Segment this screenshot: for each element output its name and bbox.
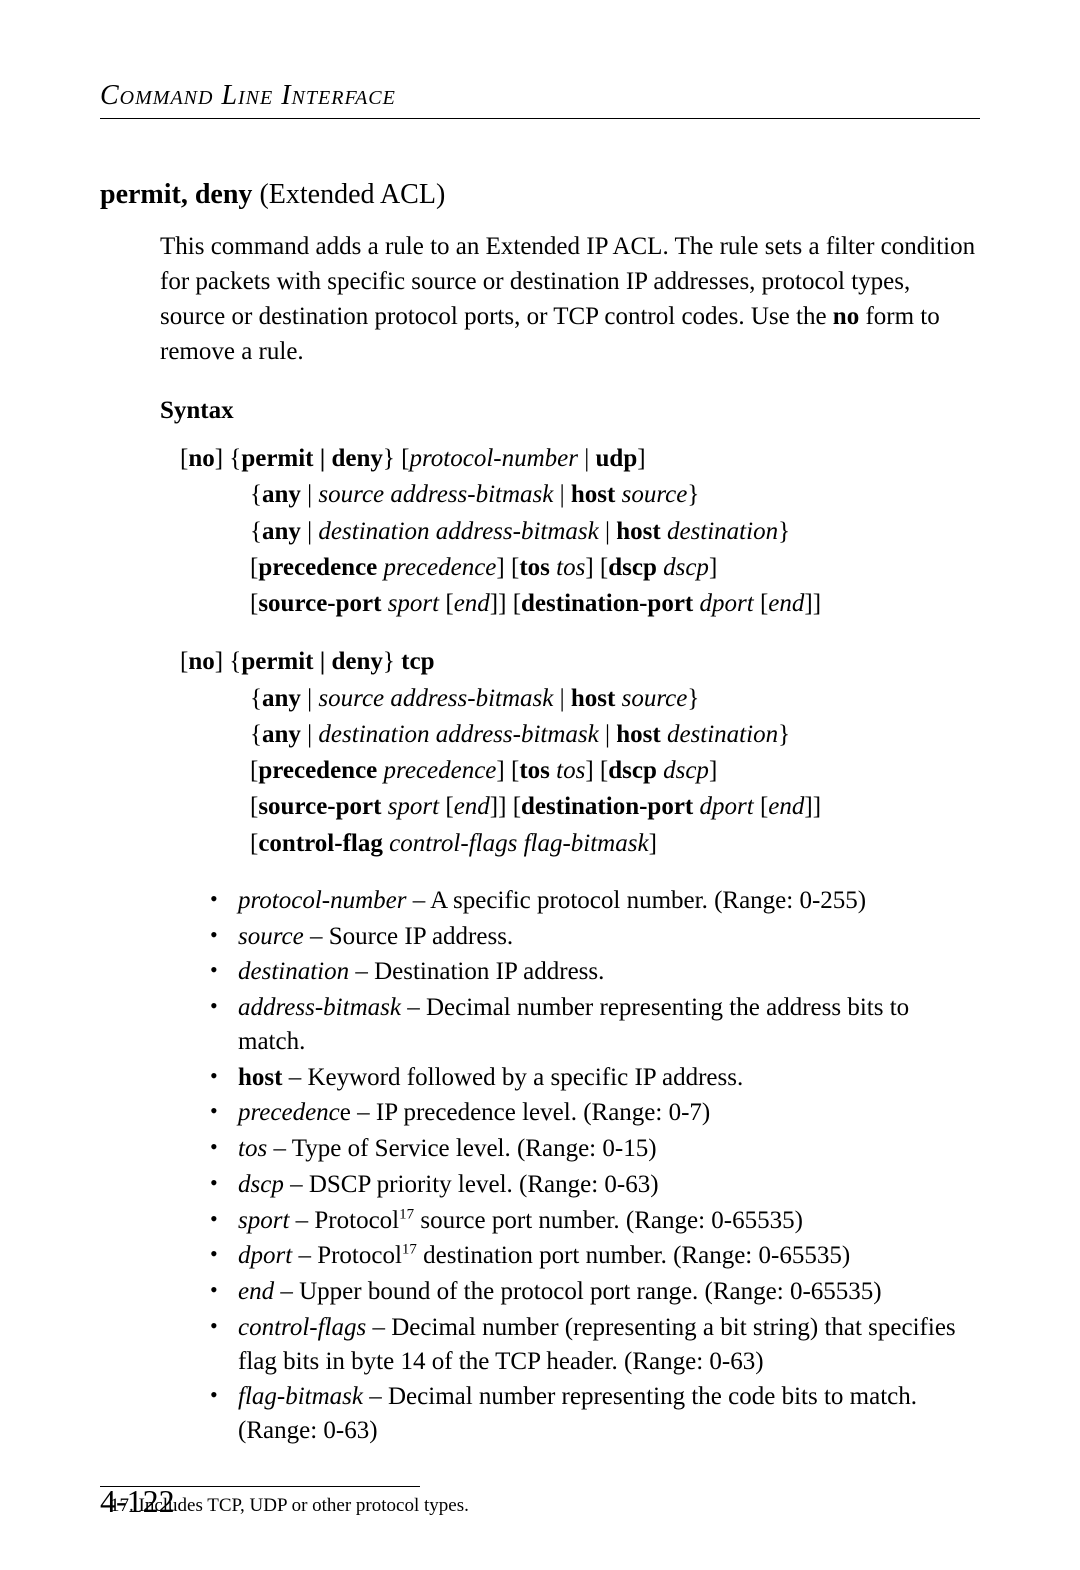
parameter-item: dscp – DSCP priority level. (Range: 0-63…	[210, 1168, 980, 1202]
footnote: 17. Includes TCP, UDP or other protocol …	[110, 1495, 980, 1517]
syntax-heading: Syntax	[160, 397, 980, 425]
syntax-line: {any | source address-bitmask | host sou…	[180, 681, 980, 717]
syntax-line: [control-flag control-flags flag-bitmask…	[180, 826, 980, 862]
intro-paragraph: This command adds a rule to an Extended …	[160, 229, 980, 369]
parameter-term: tos	[238, 1135, 267, 1162]
page-header: Command Line Interface	[100, 80, 980, 119]
footnote-ref: 17	[399, 1206, 414, 1222]
parameter-term-suffix: e	[340, 1099, 351, 1126]
parameter-desc: destination port number. (Range: 0-65535…	[417, 1242, 850, 1269]
syntax-block-1: [no] {permit | deny} [protocol-number | …	[180, 441, 980, 622]
parameter-desc: – Source IP address.	[304, 923, 513, 950]
syntax-line: [source-port sport [end]] [destination-p…	[180, 586, 980, 622]
syntax-line: {any | destination address-bitmask | hos…	[180, 717, 980, 753]
footnote-ref: 17	[402, 1242, 417, 1258]
section-title-rest: (Extended ACL)	[252, 179, 445, 210]
parameter-desc: – IP precedence level. (Range: 0-7)	[351, 1099, 710, 1126]
parameter-desc: – A specific protocol number. (Range: 0-…	[407, 887, 867, 914]
syntax-line: [no] {permit | deny} tcp	[180, 644, 980, 680]
parameter-item: host – Keyword followed by a specific IP…	[210, 1061, 980, 1095]
parameter-item: control-flags – Decimal number (represen…	[210, 1311, 980, 1379]
parameter-item: protocol-number – A specific protocol nu…	[210, 884, 980, 918]
syntax-line: {any | destination address-bitmask | hos…	[180, 514, 980, 550]
parameter-term: address-bitmask	[238, 994, 401, 1021]
parameter-desc: – Keyword followed by a specific IP addr…	[282, 1064, 743, 1091]
syntax-line: [no] {permit | deny} [protocol-number | …	[180, 441, 980, 477]
parameter-term: end	[238, 1278, 274, 1305]
parameter-term: control-flags	[238, 1314, 366, 1341]
parameter-desc: – Type of Service level. (Range: 0-15)	[267, 1135, 656, 1162]
footnote-text: Includes TCP, UDP or other protocol type…	[134, 1495, 469, 1516]
parameter-term: flag-bitmask	[238, 1383, 363, 1410]
parameter-term: precedenc	[238, 1099, 340, 1126]
parameter-item: end – Upper bound of the protocol port r…	[210, 1275, 980, 1309]
parameter-item: flag-bitmask – Decimal number representi…	[210, 1380, 980, 1448]
parameter-desc: source port number. (Range: 0-65535)	[414, 1207, 803, 1234]
parameter-item: dport – Protocol17 destination port numb…	[210, 1239, 980, 1273]
parameter-desc: – Upper bound of the protocol port range…	[274, 1278, 881, 1305]
parameter-desc: – DSCP priority level. (Range: 0-63)	[284, 1171, 659, 1198]
section-title: permit, deny (Extended ACL)	[100, 179, 980, 211]
section-title-bold: permit, deny	[100, 179, 252, 210]
parameter-desc: – Protocol	[292, 1242, 402, 1269]
syntax-line: [source-port sport [end]] [destination-p…	[180, 789, 980, 825]
parameter-item: precedence – IP precedence level. (Range…	[210, 1096, 980, 1130]
syntax-line: [precedence precedence] [tos tos] [dscp …	[180, 753, 980, 789]
intro-bold: no	[833, 303, 859, 330]
parameter-desc: – Destination IP address.	[349, 958, 604, 985]
parameter-term: source	[238, 923, 304, 950]
parameter-item: tos – Type of Service level. (Range: 0-1…	[210, 1132, 980, 1166]
parameter-term: host	[238, 1064, 282, 1091]
parameter-list: protocol-number – A specific protocol nu…	[210, 884, 980, 1448]
syntax-block-2: [no] {permit | deny} tcp {any | source a…	[180, 644, 980, 862]
parameter-term: destination	[238, 958, 349, 985]
parameter-desc: – Protocol	[289, 1207, 399, 1234]
parameter-term: dport	[238, 1242, 292, 1269]
parameter-item: sport – Protocol17 source port number. (…	[210, 1204, 980, 1238]
parameter-term: sport	[238, 1207, 289, 1234]
syntax-line: {any | source address-bitmask | host sou…	[180, 477, 980, 513]
parameter-item: address-bitmask – Decimal number represe…	[210, 991, 980, 1059]
parameter-item: source – Source IP address.	[210, 920, 980, 954]
parameter-item: destination – Destination IP address.	[210, 955, 980, 989]
syntax-line: [precedence precedence] [tos tos] [dscp …	[180, 550, 980, 586]
page-number: 4-122	[100, 1483, 175, 1520]
parameter-term: protocol-number	[238, 887, 407, 914]
parameter-term: dscp	[238, 1171, 284, 1198]
